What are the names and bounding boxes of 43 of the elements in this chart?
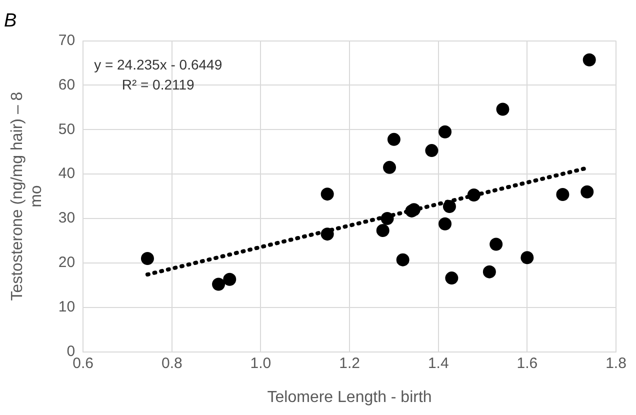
x-tick-label: 1.8 [606,354,626,372]
point [582,53,596,66]
y-tick-label: 70 [58,32,76,49]
x-tick-label: 0.8 [161,354,182,372]
x-tick-label: 1.4 [428,354,449,372]
point [580,185,594,198]
point [383,160,396,174]
point [438,217,452,230]
x-tick-label: 1.6 [516,354,538,372]
y-tick-label: 20 [58,254,76,272]
x-tick-label: 1.0 [250,354,272,372]
point [320,228,334,241]
point [442,200,456,214]
point [482,265,496,278]
annotation: R² = 0.2119 [122,76,195,93]
chart-title: B [4,10,17,32]
point [212,278,226,291]
point [140,252,154,265]
point [438,125,452,138]
point [380,212,394,226]
point [425,144,438,158]
x-tick-label: 0.6 [72,354,94,372]
y-axis-title: Testosterone (ng/mg hair) – 8 mo [9,92,46,301]
y-tick-label: 10 [58,298,76,316]
point [467,188,480,202]
point [223,272,236,286]
point [387,132,400,146]
y-tick-label: 0 [66,342,76,360]
point [445,272,458,285]
x-axis-title: Telomere Length - birth [267,388,432,406]
point [376,224,390,238]
y-tick-label: 30 [58,210,76,227]
point [520,251,534,264]
point [320,188,334,201]
x-tick-label: 1.2 [339,354,360,372]
point [496,102,510,116]
point [396,253,410,266]
point [556,188,570,202]
y-tick-label: 40 [58,165,76,182]
annotation: y = 24.235x - 0.6449 [94,56,222,73]
point [490,238,503,251]
y-tick-label: 60 [58,76,76,94]
y-tick-label: 50 [58,120,76,138]
